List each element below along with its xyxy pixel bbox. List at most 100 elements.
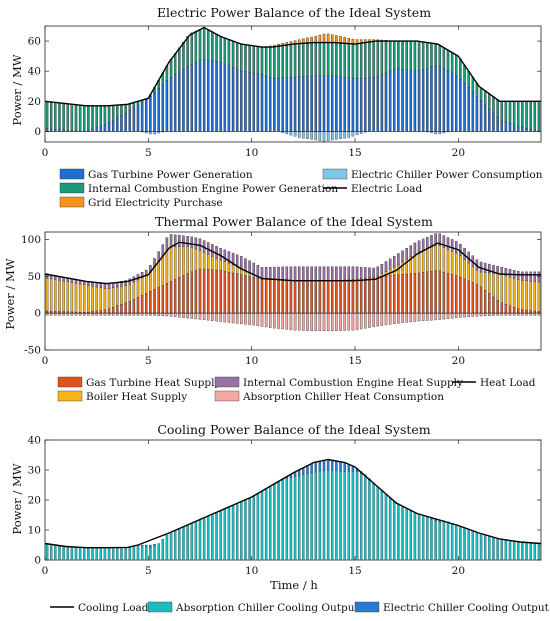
internal-combustion-engine-power-generation-bar xyxy=(388,40,392,72)
internal-combustion-engine-heat-supply-bar xyxy=(256,265,260,278)
absorption-chiller-cooling-output-bar xyxy=(211,513,214,561)
absorption-chiller-heat-consumption-bar xyxy=(430,312,433,321)
gas-turbine-power-generation-bar xyxy=(269,77,272,132)
internal-combustion-engine-power-generation-bar xyxy=(103,105,107,125)
boiler-heat-supply-bar xyxy=(149,271,152,292)
gas-turbine-power-generation-bar xyxy=(202,58,206,132)
gas-turbine-power-generation-bar xyxy=(273,78,276,132)
gas-turbine-power-generation-bar xyxy=(111,120,115,132)
absorption-chiller-heat-consumption-bar xyxy=(483,312,487,317)
electric-chiller-cooling-output-bar xyxy=(343,462,346,472)
y-tick-label: 0 xyxy=(34,126,41,138)
gas-turbine-heat-supply-bar xyxy=(446,273,450,314)
absorption-chiller-cooling-output-bar xyxy=(83,547,86,561)
absorption-chiller-heat-consumption-bar xyxy=(297,312,301,331)
absorption-chiller-heat-consumption-bar xyxy=(322,312,326,332)
gas-turbine-power-generation-bar xyxy=(132,107,136,132)
absorption-chiller-cooling-output-bar xyxy=(417,514,421,561)
internal-combustion-engine-power-generation-bar xyxy=(331,42,334,76)
internal-combustion-engine-power-generation-bar xyxy=(173,53,177,75)
gas-turbine-power-generation-bar xyxy=(376,76,379,132)
absorption-chiller-heat-consumption-bar xyxy=(467,312,470,317)
boiler-heat-supply-bar xyxy=(74,283,78,313)
gas-turbine-heat-supply-bar xyxy=(426,271,429,314)
electric-chiller-power-consumption-bar xyxy=(322,131,326,142)
absorption-chiller-cooling-output-bar xyxy=(376,486,379,561)
boiler-heat-supply-bar xyxy=(235,266,239,275)
gas-turbine-heat-supply-bar xyxy=(397,274,400,314)
boiler-heat-supply-bar xyxy=(103,288,107,310)
internal-combustion-engine-power-generation-bar xyxy=(207,29,210,61)
gas-turbine-power-generation-bar xyxy=(107,122,111,132)
gas-turbine-heat-supply-bar xyxy=(471,282,475,314)
absorption-chiller-cooling-output-bar xyxy=(87,547,90,561)
absorption-chiller-heat-consumption-bar xyxy=(182,312,185,318)
absorption-chiller-cooling-output-bar xyxy=(364,474,367,561)
absorption-chiller-cooling-output-bar xyxy=(165,534,169,561)
absorption-chiller-heat-consumption-bar xyxy=(256,312,260,326)
boiler-heat-supply-bar xyxy=(178,246,181,278)
gas-turbine-power-generation-bar xyxy=(393,68,396,132)
gas-turbine-heat-supply-bar xyxy=(107,308,111,314)
boiler-heat-supply-bar xyxy=(95,286,98,312)
boiler-heat-supply-bar xyxy=(417,251,421,274)
absorption-chiller-cooling-output-bar xyxy=(351,471,355,561)
absorption-chiller-cooling-output-bar xyxy=(45,543,49,561)
internal-combustion-engine-power-generation-bar xyxy=(273,46,276,79)
grid-electricity-purchase-bar xyxy=(347,38,351,44)
gas-turbine-power-generation-bar xyxy=(252,72,255,132)
gas-turbine-heat-supply-bar xyxy=(235,273,239,314)
gas-turbine-power-generation-bar xyxy=(384,72,388,132)
y-tick-label: 0 xyxy=(34,308,41,320)
gas-turbine-power-generation-bar xyxy=(178,71,181,132)
legend-label: Absorption Chiller Cooling Output xyxy=(175,602,359,614)
internal-combustion-engine-power-generation-bar xyxy=(479,87,483,101)
legend-item-absorption-chiller-cooling-output: Absorption Chiller Cooling Output xyxy=(147,601,359,614)
absorption-chiller-cooling-output-bar xyxy=(227,506,231,561)
internal-combustion-engine-heat-supply-bar xyxy=(364,267,367,279)
gas-turbine-power-generation-bar xyxy=(231,67,235,132)
gas-turbine-heat-supply-bar xyxy=(359,278,363,314)
gas-turbine-heat-supply-bar xyxy=(355,278,359,314)
internal-combustion-engine-heat-supply-bar xyxy=(335,266,338,281)
internal-combustion-engine-power-generation-bar xyxy=(302,43,305,77)
legend-item-electric-chiller-cooling-output: Electric Chiller Cooling Output xyxy=(354,601,550,614)
gas-turbine-power-generation-bar xyxy=(173,74,177,132)
legend-swatch xyxy=(59,196,85,208)
gas-turbine-power-generation-bar xyxy=(364,77,367,132)
boiler-heat-supply-bar xyxy=(186,246,189,274)
gas-turbine-heat-supply-bar xyxy=(492,296,495,314)
absorption-chiller-cooling-output-bar xyxy=(74,546,78,561)
electric-chiller-power-consumption-bar xyxy=(153,131,156,135)
cooling-plot-area: 0 5 10 15 20 0 10 20 30 40 xyxy=(28,435,542,577)
gas-turbine-heat-supply-bar xyxy=(178,277,181,314)
internal-combustion-engine-heat-supply-bar xyxy=(293,266,297,281)
internal-combustion-engine-heat-supply-bar xyxy=(194,237,198,250)
internal-combustion-engine-heat-supply-bar xyxy=(421,238,425,251)
boiler-heat-supply-bar xyxy=(517,279,520,309)
internal-combustion-engine-power-generation-bar xyxy=(326,42,330,76)
electric-chart-title: Electric Power Balance of the Ideal Syst… xyxy=(157,5,431,20)
electric-chiller-power-consumption-bar xyxy=(351,131,355,137)
internal-combustion-engine-heat-supply-bar xyxy=(450,239,454,252)
boiler-heat-supply-bar xyxy=(508,276,512,306)
gas-turbine-heat-supply-bar xyxy=(190,271,193,314)
boiler-heat-supply-bar xyxy=(488,272,491,294)
internal-combustion-engine-power-generation-bar xyxy=(438,45,441,67)
gas-turbine-heat-supply-bar xyxy=(380,276,384,314)
absorption-chiller-heat-consumption-bar xyxy=(293,312,297,331)
internal-combustion-engine-heat-supply-bar xyxy=(269,267,272,280)
absorption-chiller-cooling-output-bar xyxy=(339,470,342,561)
absorption-chiller-cooling-output-bar xyxy=(508,540,512,561)
internal-combustion-engine-heat-supply-bar xyxy=(244,258,247,271)
internal-combustion-engine-heat-supply-bar xyxy=(83,281,86,285)
gas-turbine-heat-supply-bar xyxy=(145,293,148,314)
gas-turbine-power-generation-bar xyxy=(413,70,417,132)
absorption-chiller-cooling-output-bar xyxy=(58,545,61,561)
bars-group xyxy=(45,27,541,142)
internal-combustion-engine-heat-supply-bar xyxy=(434,233,437,246)
internal-combustion-engine-heat-supply-bar xyxy=(248,260,251,273)
absorption-chiller-cooling-output-bar xyxy=(202,517,206,561)
gas-turbine-power-generation-bar xyxy=(380,74,384,132)
internal-combustion-engine-power-generation-bar xyxy=(339,42,342,77)
